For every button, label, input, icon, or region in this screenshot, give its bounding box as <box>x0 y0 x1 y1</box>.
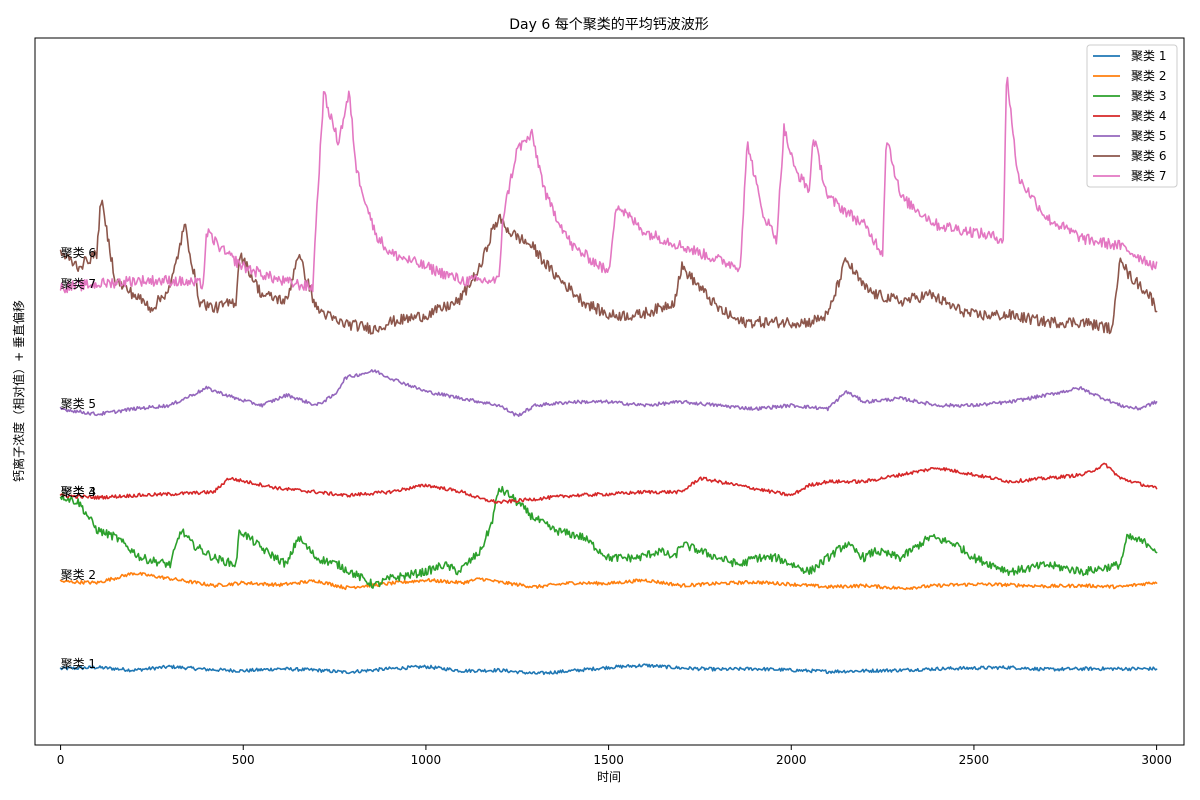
inline-labels: 聚类 1 聚类 2 聚类 3聚类 4 聚类 5 聚类 6 聚类 7 <box>61 246 96 671</box>
plot-series <box>59 76 1158 676</box>
series-line-7 <box>59 76 1158 294</box>
x-tick-label-500: 500 <box>232 753 255 767</box>
series-line-2 <box>59 571 1158 591</box>
legend: 聚类 1 聚类 2 聚类 3 聚类 4 聚类 5 聚类 6 聚类 7 <box>1086 44 1178 188</box>
x-axis-label: 时间 <box>597 770 621 784</box>
legend-label-1: 聚类 1 <box>1131 49 1166 63</box>
legend-label-6: 聚类 6 <box>1131 149 1166 163</box>
inline-label-1: 聚类 1 <box>61 657 96 671</box>
legend-label-7: 聚类 7 <box>1131 169 1166 183</box>
x-tick-label-1000: 1000 <box>411 753 442 767</box>
inline-label-5: 聚类 5 <box>61 397 96 411</box>
x-tick-label-1500: 1500 <box>593 753 624 767</box>
x-tick-label-2500: 2500 <box>959 753 990 767</box>
inline-label-4: 聚类 4 <box>61 485 96 499</box>
legend-label-5: 聚类 5 <box>1131 129 1166 143</box>
inline-label-3: 聚类 3 <box>61 485 96 499</box>
inline-label-2: 聚类 2 <box>61 568 96 582</box>
x-axis: 0 500 1000 1500 2000 2500 3000 <box>57 745 1172 767</box>
plot-frame <box>34 37 1185 746</box>
chart-title: Day 6 每个聚类的平均钙波波形 <box>509 17 708 33</box>
series-line-1 <box>59 663 1158 676</box>
x-tick-label-2000: 2000 <box>776 753 807 767</box>
series-line-4 <box>59 462 1158 505</box>
series-line-5 <box>59 369 1158 418</box>
x-tick-label-3000: 3000 <box>1141 753 1172 767</box>
inline-label-7: 聚类 7 <box>61 277 96 291</box>
series-line-3 <box>59 485 1158 589</box>
legend-label-3: 聚类 3 <box>1131 89 1166 103</box>
legend-label-2: 聚类 2 <box>1131 69 1166 83</box>
x-tick-label-0: 0 <box>57 753 65 767</box>
y-axis-label: 钙离子浓度（相对值）+ 垂直偏移 <box>11 300 26 482</box>
inline-label-6: 聚类 6 <box>61 246 96 260</box>
legend-label-4: 聚类 4 <box>1131 109 1166 123</box>
legend-box <box>1086 44 1178 188</box>
